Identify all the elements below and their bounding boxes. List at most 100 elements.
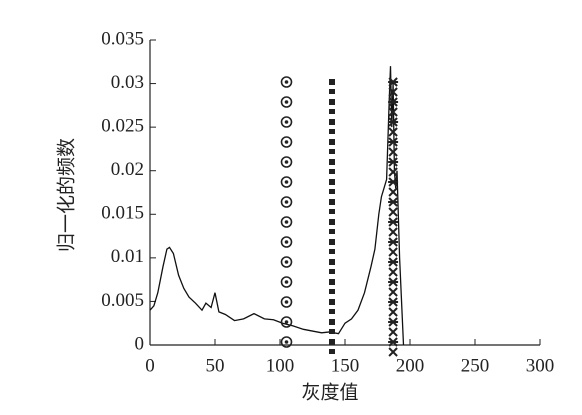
threshold-marker (388, 337, 399, 347)
threshold-marker (329, 209, 335, 214)
threshold-marker (388, 237, 399, 247)
threshold-marker (284, 80, 289, 84)
threshold-marker (388, 227, 398, 237)
threshold-marker (388, 107, 398, 117)
threshold-marker (329, 99, 335, 105)
threshold-marker (280, 76, 293, 88)
threshold-marker (329, 129, 335, 134)
threshold-marker (388, 327, 398, 337)
threshold-marker (329, 249, 335, 254)
threshold-marker (388, 97, 399, 107)
threshold-marker (329, 279, 335, 285)
x-tick-label: 100 (266, 355, 295, 376)
x-tick-label: 50 (206, 355, 225, 376)
threshold-marker (329, 179, 335, 185)
threshold-marker (329, 319, 335, 325)
y-axis-label: 归一化的频数 (55, 138, 77, 252)
threshold-marker (329, 199, 335, 205)
x-axis-label: 灰度值 (301, 381, 358, 403)
threshold-marker (329, 339, 335, 345)
threshold-marker (388, 147, 398, 157)
threshold-marker (280, 236, 293, 248)
threshold-marker (280, 276, 293, 288)
threshold-marker (284, 240, 289, 244)
threshold-marker (329, 239, 335, 245)
threshold-marker (284, 100, 289, 104)
threshold-marker (280, 156, 293, 168)
threshold-marker (329, 159, 335, 165)
threshold-marker (280, 316, 293, 328)
threshold-marker (388, 347, 398, 357)
threshold-marker (280, 136, 293, 148)
threshold-marker (280, 96, 293, 108)
threshold-marker (329, 259, 335, 265)
threshold-marker (329, 189, 335, 194)
threshold-marker (388, 317, 399, 327)
threshold-marker (329, 289, 335, 294)
x-tick-label: 0 (145, 355, 155, 376)
threshold-marker (388, 217, 399, 227)
threshold-marker (388, 277, 399, 287)
threshold-marker (280, 116, 293, 128)
x-tick-label: 300 (526, 355, 555, 376)
threshold-marker (388, 297, 399, 307)
threshold-marker (329, 169, 335, 174)
y-tick-label: 0.03 (111, 72, 144, 93)
y-tick-label: 0.01 (111, 246, 144, 267)
threshold-marker (329, 109, 335, 114)
threshold-marker (388, 197, 399, 207)
threshold-marker (329, 79, 335, 85)
threshold-marker (388, 157, 399, 167)
threshold-marker (329, 329, 335, 334)
y-tick-label: 0.005 (101, 290, 144, 311)
threshold-marker (284, 120, 289, 124)
threshold-marker (280, 176, 293, 188)
threshold-marker (388, 77, 399, 87)
threshold-marker (388, 137, 399, 147)
threshold-marker (284, 220, 289, 224)
threshold-marker (388, 207, 398, 217)
threshold-marker (284, 200, 289, 204)
data-line (149, 66, 405, 346)
threshold-marker (329, 269, 335, 274)
threshold-marker (388, 87, 398, 97)
threshold-marker (329, 119, 335, 125)
y-tick-label: 0.02 (111, 159, 144, 180)
threshold-marker (388, 167, 398, 177)
threshold-marker (280, 216, 293, 228)
threshold-marker (388, 117, 399, 127)
threshold-marker (388, 187, 398, 197)
threshold-marker (280, 336, 293, 348)
threshold-column (280, 76, 293, 348)
threshold-marker (329, 309, 335, 314)
threshold-marker (329, 89, 335, 94)
threshold-marker (388, 267, 398, 277)
x-tick-label: 200 (396, 355, 425, 376)
threshold-column (329, 79, 335, 354)
threshold-marker (388, 307, 398, 317)
y-tick-label: 0 (135, 333, 145, 354)
threshold-marker (280, 196, 293, 208)
threshold-marker (388, 177, 399, 187)
threshold-marker (388, 287, 398, 297)
threshold-marker (329, 229, 335, 234)
threshold-marker (284, 300, 289, 304)
threshold-marker (284, 340, 289, 344)
x-tick-label: 250 (461, 355, 490, 376)
y-tick-label: 0.025 (101, 116, 144, 137)
threshold-marker (280, 256, 293, 268)
threshold-marker (388, 127, 398, 137)
threshold-marker (284, 160, 289, 164)
threshold-column (388, 77, 399, 357)
threshold-marker (280, 296, 293, 308)
y-tick-label: 0.035 (101, 28, 144, 49)
threshold-marker (388, 247, 398, 257)
threshold-marker (329, 219, 335, 225)
threshold-marker (329, 149, 335, 154)
x-tick-label: 150 (331, 355, 360, 376)
threshold-marker (329, 299, 335, 305)
threshold-marker (329, 349, 335, 354)
threshold-marker (284, 180, 289, 184)
threshold-marker (329, 139, 335, 145)
